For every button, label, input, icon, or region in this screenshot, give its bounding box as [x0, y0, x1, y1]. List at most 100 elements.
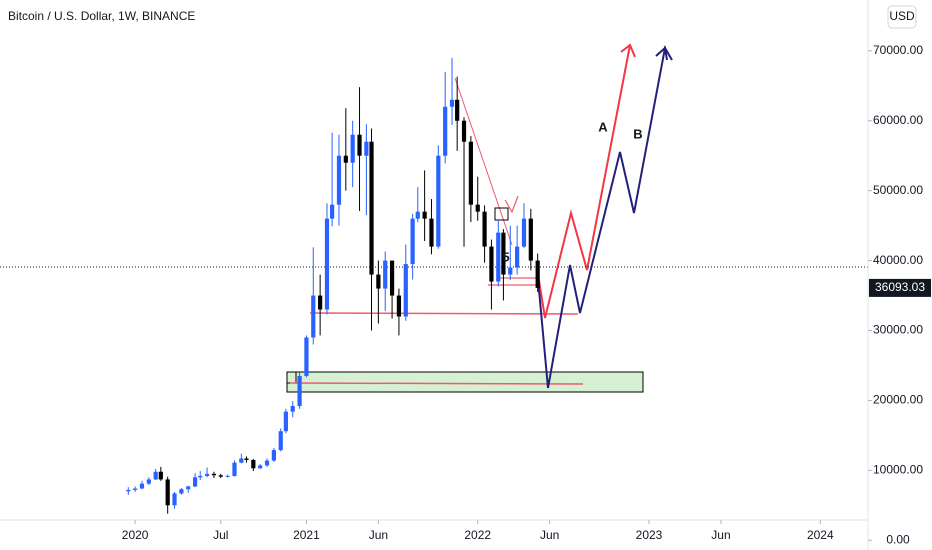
annotation: B	[633, 126, 642, 141]
candle-body	[225, 475, 230, 477]
candle-body	[422, 211, 427, 219]
candle-body	[192, 477, 198, 487]
candle-body	[350, 134, 355, 163]
candle-body	[165, 479, 170, 506]
candle-body	[324, 218, 330, 310]
candle-body	[369, 141, 374, 275]
candle-body	[133, 488, 138, 490]
candle-body	[376, 274, 381, 289]
candle-body	[357, 134, 362, 156]
candle-body	[343, 155, 348, 163]
currency-button[interactable]	[887, 5, 917, 29]
candle-body	[449, 99, 455, 107]
path-b	[536, 45, 673, 389]
candle-body	[336, 155, 342, 205]
annotation: 5	[502, 249, 509, 264]
candle-body	[232, 462, 237, 476]
path-a	[536, 44, 631, 319]
candle-body	[528, 218, 533, 261]
y-tick-label: 10000.00	[873, 463, 923, 477]
x-tick-label: 2024	[807, 528, 834, 542]
y-tick-label: 0.00	[886, 532, 910, 546]
arrow-head	[620, 43, 636, 58]
annotation: A	[598, 119, 608, 134]
candle-body	[396, 295, 402, 317]
candle-body	[415, 211, 420, 219]
candle-body	[535, 260, 540, 288]
candle-body	[278, 431, 283, 451]
x-tick-label: Jun	[711, 528, 730, 542]
candle-body	[455, 99, 460, 121]
y-tick-label: 70000.00	[873, 43, 923, 57]
y-tick-label: 50000.00	[873, 183, 923, 197]
x-tick-label: 2022	[464, 528, 491, 542]
candle-body	[508, 267, 513, 275]
candle-body	[501, 232, 506, 275]
candle-body	[482, 211, 487, 247]
candle-body	[172, 493, 177, 506]
candle-body	[468, 141, 473, 205]
wave-mark	[504, 195, 519, 214]
last-price-box	[869, 278, 931, 297]
candle-body	[443, 106, 448, 156]
candle-body	[496, 232, 501, 282]
candle-body	[204, 473, 210, 476]
candle-body	[389, 260, 395, 296]
trend-line	[454, 77, 513, 246]
support-zone	[286, 371, 644, 393]
candle-body	[364, 141, 369, 156]
candle-body	[290, 406, 295, 412]
last-price-label: 36093.03	[875, 280, 925, 294]
y-tick-label: 20000.00	[873, 393, 923, 407]
candle-body	[436, 155, 441, 247]
candle-body	[330, 204, 335, 219]
x-tick-label: Jun	[369, 528, 388, 542]
candle-body	[429, 218, 434, 247]
candle-body	[179, 489, 184, 494]
candle-body	[297, 375, 302, 407]
candle-body	[239, 458, 244, 463]
x-tick-label: 2020	[122, 528, 149, 542]
candle-body	[126, 489, 131, 492]
x-tick-label: Jul	[213, 528, 228, 542]
candle-body	[153, 471, 158, 480]
candle-body	[264, 460, 270, 466]
candle-body	[271, 450, 276, 461]
chart-title: Bitcoin / U.S. Dollar, 1W, BINANCE	[8, 9, 195, 23]
x-tick-label: 2023	[636, 528, 663, 542]
candle-body	[403, 264, 408, 317]
candle-body	[304, 337, 309, 376]
candle-body	[475, 204, 480, 212]
candle-body	[489, 246, 494, 282]
candle-body	[139, 483, 145, 489]
y-tick-label: 60000.00	[873, 113, 923, 127]
candle-body	[410, 218, 415, 265]
candle-body	[198, 475, 203, 478]
x-tick-label: 2021	[293, 528, 320, 542]
candle-body	[515, 246, 520, 268]
arrow-head	[655, 46, 668, 61]
candle-body	[218, 475, 223, 477]
candle-body	[318, 295, 323, 310]
candle-body	[244, 458, 249, 460]
box	[494, 207, 509, 221]
candle-body	[258, 465, 263, 469]
level-line	[309, 312, 579, 315]
candle-body	[186, 486, 191, 490]
candle-body	[311, 295, 316, 338]
level-line	[289, 382, 584, 385]
y-tick-label: 40000.00	[873, 253, 923, 267]
candle-body	[383, 260, 388, 289]
candle-body	[211, 473, 217, 476]
candles	[126, 57, 540, 514]
x-tick-label: Jun	[540, 528, 559, 542]
candle-body	[251, 459, 256, 469]
candle-body	[146, 479, 151, 484]
drawings	[286, 43, 673, 393]
candle-body	[158, 471, 163, 480]
candle-body	[521, 218, 527, 247]
y-tick-label: 30000.00	[873, 323, 923, 337]
candle-body	[283, 411, 288, 432]
